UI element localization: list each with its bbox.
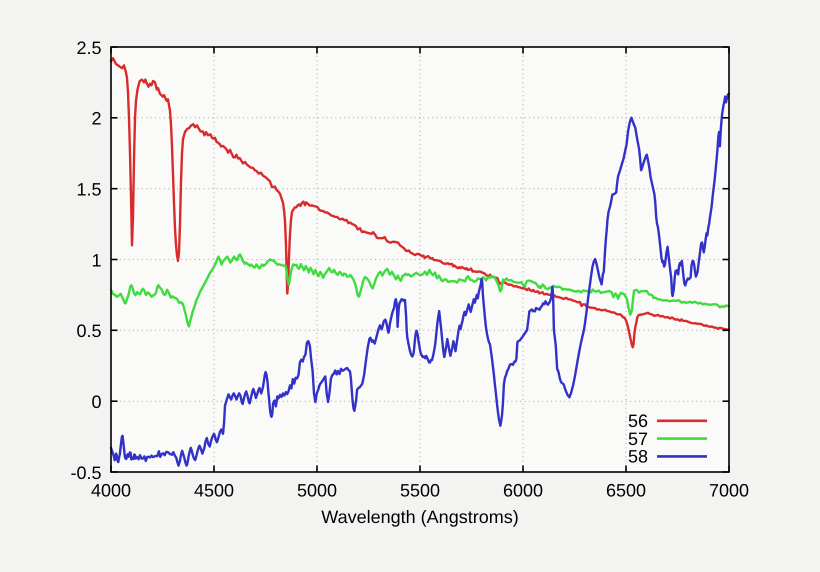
svg-text:1.5: 1.5 <box>76 180 101 200</box>
svg-text:5500: 5500 <box>400 481 440 501</box>
svg-text:0.5: 0.5 <box>76 321 101 341</box>
svg-text:6000: 6000 <box>503 481 543 501</box>
svg-text:5000: 5000 <box>297 481 337 501</box>
svg-text:7000: 7000 <box>709 481 749 501</box>
svg-text:2.5: 2.5 <box>76 38 101 58</box>
svg-text:58: 58 <box>628 447 648 467</box>
svg-text:1: 1 <box>91 250 101 270</box>
svg-text:2: 2 <box>91 109 101 129</box>
svg-text:4500: 4500 <box>194 481 234 501</box>
svg-text:56: 56 <box>628 411 648 431</box>
svg-text:-0.5: -0.5 <box>70 463 101 483</box>
svg-text:57: 57 <box>628 429 648 449</box>
svg-text:4000: 4000 <box>91 481 131 501</box>
svg-text:6500: 6500 <box>606 481 646 501</box>
svg-text:0: 0 <box>91 392 101 412</box>
svg-text:Wavelength (Angstroms): Wavelength (Angstroms) <box>321 507 518 527</box>
